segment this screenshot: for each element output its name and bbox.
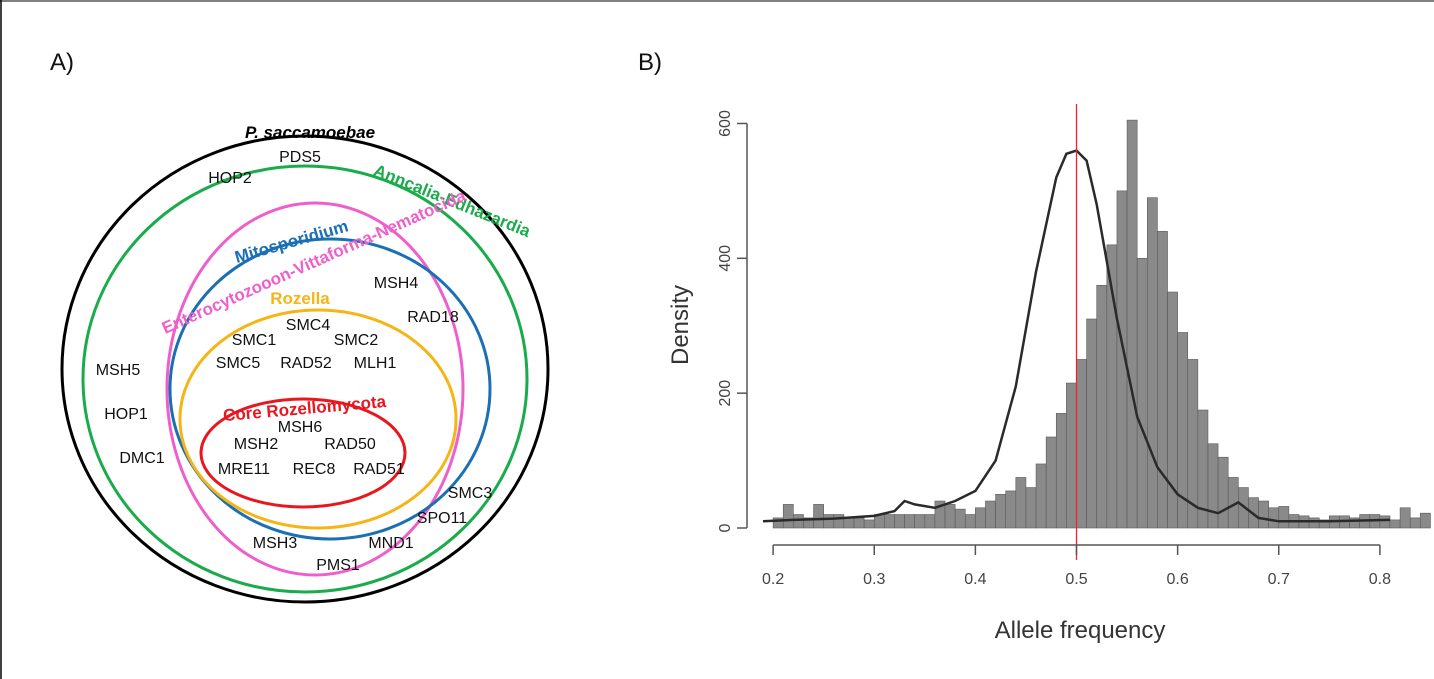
core-ellipse bbox=[199, 397, 407, 509]
histogram-bars bbox=[772, 119, 1431, 529]
histogram-bar bbox=[1379, 515, 1391, 529]
histogram-bar bbox=[1278, 506, 1290, 529]
gene-label: MLH1 bbox=[354, 355, 397, 372]
histogram-bar bbox=[1308, 517, 1320, 529]
histogram-bar bbox=[944, 504, 956, 529]
histogram-bar bbox=[1045, 436, 1057, 529]
panel-a: A) P. saccamoebae Anncalia-Edhazardia En… bbox=[50, 49, 550, 604]
anncalia-ellipse bbox=[81, 164, 529, 594]
histogram-bar bbox=[782, 504, 794, 529]
gene-label: DMC1 bbox=[119, 450, 164, 467]
y-axis: 0 200 400 600 bbox=[717, 110, 748, 532]
y-tick-label: 400 bbox=[717, 245, 734, 272]
histogram-bar bbox=[985, 500, 996, 529]
rozella-ellipse bbox=[178, 308, 458, 530]
x-tick-label: 0.7 bbox=[1268, 571, 1290, 588]
gene-label: MSH4 bbox=[374, 275, 419, 292]
x-tick-label: 0.4 bbox=[964, 571, 986, 588]
histogram-bar bbox=[1005, 490, 1017, 529]
histogram-bar bbox=[1055, 413, 1067, 529]
density-curve bbox=[762, 149, 1391, 523]
gene-label: SMC2 bbox=[334, 332, 379, 349]
histogram-bar bbox=[1136, 258, 1148, 529]
gene-label: SMC3 bbox=[448, 485, 493, 502]
gene-label: SMC4 bbox=[286, 317, 331, 334]
x-tick-label: 0.6 bbox=[1167, 571, 1189, 588]
histogram-bar bbox=[863, 519, 875, 529]
histogram-bar bbox=[793, 514, 804, 529]
panel-b-label: B) bbox=[638, 49, 662, 76]
gene-label: MSH3 bbox=[253, 535, 298, 552]
histogram-bar bbox=[1035, 463, 1047, 529]
histogram-bar bbox=[1258, 500, 1269, 529]
histogram-bar bbox=[1420, 512, 1431, 529]
histogram-bar bbox=[894, 514, 905, 529]
y-tick-label: 600 bbox=[717, 110, 734, 137]
histogram-bar bbox=[904, 514, 915, 529]
gene-label: RAD51 bbox=[353, 461, 405, 478]
x-axis-label: Allele frequency bbox=[995, 617, 1166, 644]
histogram-bar bbox=[1146, 197, 1158, 529]
histogram-bar bbox=[1409, 517, 1421, 529]
histogram-bar bbox=[1015, 477, 1027, 529]
histogram-bar bbox=[884, 514, 895, 529]
gene-label: REC8 bbox=[293, 461, 336, 478]
histogram-bar bbox=[914, 514, 926, 529]
histogram-bar bbox=[1126, 119, 1138, 529]
gene-label: MRE11 bbox=[218, 461, 270, 478]
gene-label: RAD50 bbox=[324, 436, 376, 453]
histogram-bar bbox=[1268, 507, 1280, 529]
y-tick-label: 200 bbox=[717, 380, 734, 407]
histogram-bar bbox=[1389, 519, 1401, 529]
histogram-bar bbox=[1066, 382, 1077, 529]
gene-label: SMC1 bbox=[232, 332, 277, 349]
panel-b: B) 0.2 0.3 0.4 0.5 0.6 0.7 0.8 0 200 400 600 Alle… bbox=[638, 49, 1431, 644]
histogram-bar bbox=[1157, 231, 1168, 529]
x-tick-label: 0.5 bbox=[1065, 571, 1087, 588]
histogram-bar bbox=[853, 517, 865, 529]
gene-label: HOP2 bbox=[208, 170, 252, 187]
y-tick-label: 0 bbox=[717, 523, 734, 532]
histogram-bar bbox=[924, 514, 936, 529]
gene-label: SMC5 bbox=[216, 355, 261, 372]
histogram-bar bbox=[1399, 507, 1411, 529]
histogram-bar bbox=[813, 504, 824, 529]
gene-label: MSH2 bbox=[234, 436, 279, 453]
gene-label: MSH5 bbox=[96, 362, 141, 379]
gene-label: RAD18 bbox=[407, 309, 459, 326]
mito-ellipse bbox=[168, 237, 492, 541]
gene-label: MND1 bbox=[368, 535, 413, 552]
rozella-label: Rozella bbox=[270, 289, 330, 308]
psac-ellipse bbox=[60, 134, 550, 604]
x-tick-label: 0.2 bbox=[762, 571, 784, 588]
histogram-bar bbox=[1025, 487, 1037, 529]
histogram-bar bbox=[843, 517, 855, 529]
gene-label: SPO11 bbox=[417, 510, 468, 527]
entero-ellipse bbox=[165, 201, 465, 577]
histogram-bar bbox=[964, 514, 976, 529]
histogram-bar bbox=[975, 507, 986, 529]
histogram-bar bbox=[954, 508, 966, 529]
x-tick-label: 0.3 bbox=[863, 571, 885, 588]
histogram-bar bbox=[1207, 443, 1219, 529]
histogram-bar bbox=[1086, 318, 1098, 529]
x-axis: 0.2 0.3 0.4 0.5 0.6 0.7 0.8 bbox=[762, 544, 1391, 588]
psac-label: P. saccamoebae bbox=[245, 123, 375, 142]
gene-label: MSH6 bbox=[278, 419, 323, 436]
histogram-bar bbox=[823, 514, 835, 529]
histogram-bar bbox=[995, 493, 1007, 529]
gene-label: PDS5 bbox=[279, 149, 321, 166]
x-tick-label: 0.8 bbox=[1369, 571, 1391, 588]
gene-label: HOP1 bbox=[104, 406, 148, 423]
panel-a-label: A) bbox=[50, 49, 74, 76]
gene-label: RAD52 bbox=[280, 355, 332, 372]
histogram-bar bbox=[833, 514, 845, 529]
y-axis-label: Density bbox=[667, 285, 694, 365]
histogram-bar bbox=[1076, 359, 1087, 529]
histogram-bar bbox=[1217, 456, 1229, 529]
histogram-bar bbox=[1096, 284, 1108, 529]
gene-label: PMS1 bbox=[316, 557, 360, 574]
